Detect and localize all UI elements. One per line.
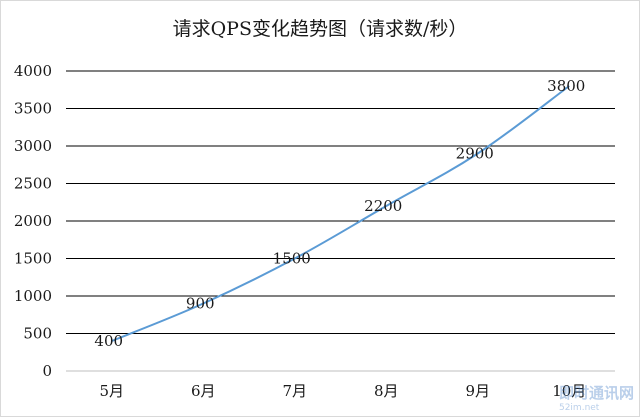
- watermark: 即时通讯网 52im.net: [559, 382, 634, 413]
- y-tick-label: 1500: [14, 250, 52, 268]
- data-label: 900: [186, 295, 215, 313]
- data-label: 400: [94, 332, 123, 350]
- y-tick-label: 3500: [14, 100, 52, 118]
- x-tick-label: 7月: [282, 382, 307, 400]
- data-label: 2200: [364, 197, 402, 215]
- x-tick-label: 10月: [552, 382, 586, 400]
- y-tick-label: 2500: [14, 175, 52, 193]
- y-tick-label: 500: [23, 325, 52, 343]
- data-label: 1500: [273, 250, 311, 268]
- x-tick-label: 6月: [191, 382, 216, 400]
- y-tick-label: 4000: [14, 62, 52, 80]
- data-label: 3800: [547, 77, 585, 95]
- y-tick-label: 1000: [14, 287, 52, 305]
- watermark-subtext: 52im.net: [558, 403, 600, 413]
- x-tick-label: 8月: [374, 382, 399, 400]
- x-tick-label: 9月: [465, 382, 490, 400]
- chart-title: 请求QPS变化趋势图（请求数/秒）: [172, 18, 468, 40]
- series-line: [111, 85, 570, 342]
- y-tick-label: 3000: [14, 137, 52, 155]
- y-tick-label: 2000: [14, 212, 52, 230]
- data-label: 2900: [456, 145, 494, 163]
- watermark-text: 即时通讯网: [558, 384, 634, 402]
- y-tick-label: 0: [42, 362, 52, 380]
- x-tick-label: 5月: [99, 382, 124, 400]
